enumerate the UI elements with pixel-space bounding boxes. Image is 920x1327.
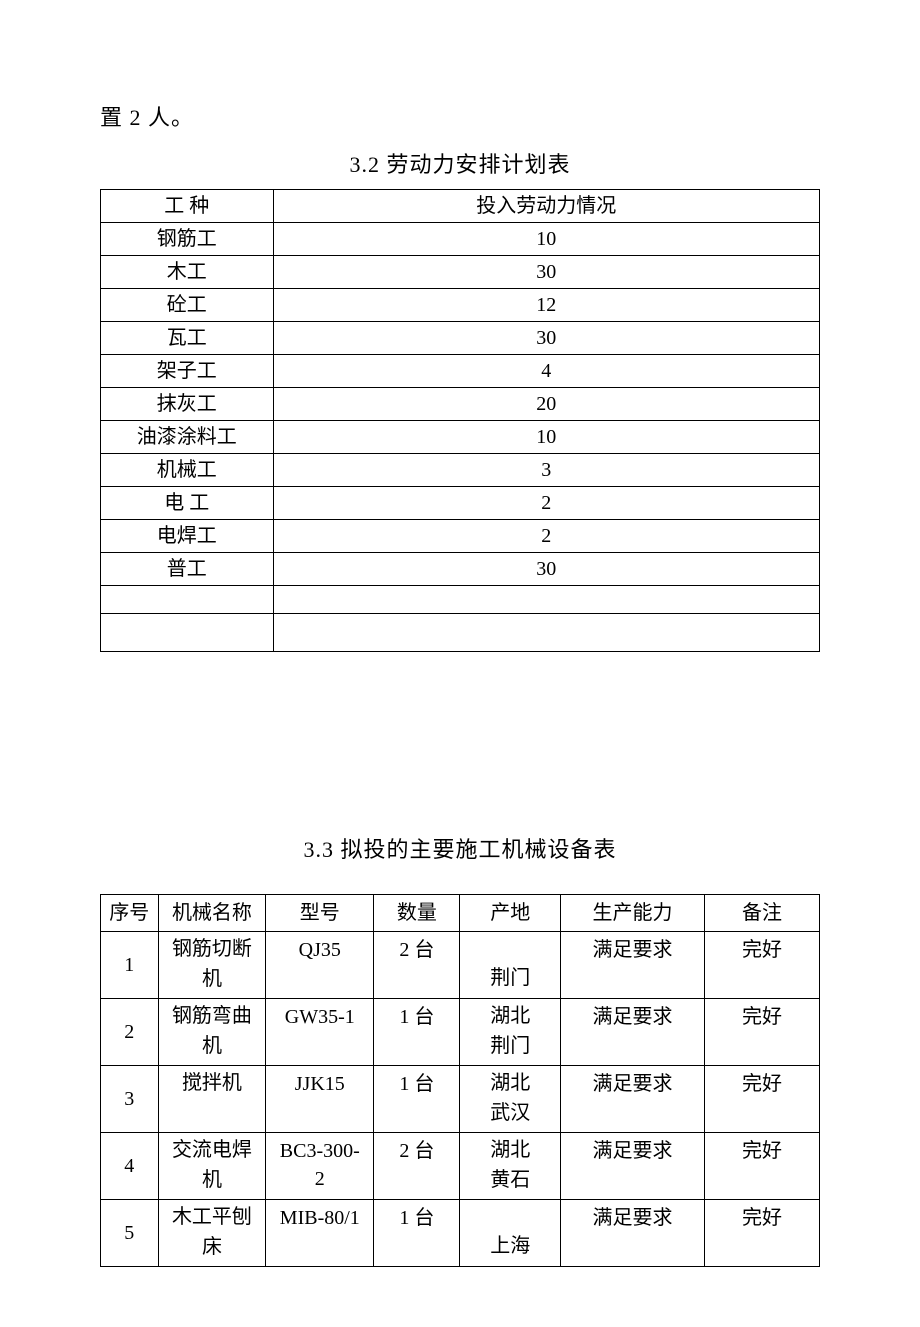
table2-origin: 湖北黄石 — [460, 1133, 561, 1200]
table1-cell: 砼工 — [101, 289, 274, 322]
table1-cell: 20 — [273, 388, 819, 421]
table2-header-cell: 备注 — [704, 895, 819, 932]
table1-cell: 普工 — [101, 553, 274, 586]
table1-title: 3.2 劳动力安排计划表 — [100, 147, 820, 179]
table1-header-cell: 投入劳动力情况 — [273, 190, 819, 223]
table2-qty: 1 台 — [374, 1200, 460, 1267]
table2-machine-name: 交流电焊机 — [158, 1133, 266, 1200]
table2-seq: 2 — [101, 999, 159, 1066]
table2-machine-name: 钢筋弯曲机 — [158, 999, 266, 1066]
table2-capacity: 满足要求 — [561, 999, 705, 1066]
table2-header-cell: 机械名称 — [158, 895, 266, 932]
table2-model: BC3-300-2 — [266, 1133, 374, 1200]
table2-header-cell: 数量 — [374, 895, 460, 932]
table2-header-cell: 型号 — [266, 895, 374, 932]
table2-machine-name: 木工平刨床 — [158, 1200, 266, 1267]
table2-model: GW35-1 — [266, 999, 374, 1066]
table1-cell — [273, 586, 819, 614]
table1-cell: 2 — [273, 520, 819, 553]
table2-seq: 5 — [101, 1200, 159, 1267]
table2-origin: 湖北荆门 — [460, 999, 561, 1066]
table2-seq: 3 — [101, 1066, 159, 1133]
table2-qty: 2 台 — [374, 1133, 460, 1200]
table1-cell: 3 — [273, 454, 819, 487]
table1-cell: 架子工 — [101, 355, 274, 388]
equipment-table: 序号机械名称型号数量产地生产能力备注 1钢筋切断机QJ352 台荆门满足要求完好… — [100, 894, 820, 1267]
table2-seq: 1 — [101, 932, 159, 999]
table1-cell: 30 — [273, 553, 819, 586]
table2-title: 3.3 拟投的主要施工机械设备表 — [100, 832, 820, 864]
table1-cell: 油漆涂料工 — [101, 421, 274, 454]
table1-cell — [101, 614, 274, 652]
table1-cell: 4 — [273, 355, 819, 388]
table1-cell: 瓦工 — [101, 322, 274, 355]
table2-remark: 完好 — [704, 1133, 819, 1200]
table2-remark: 完好 — [704, 932, 819, 999]
table1-cell: 10 — [273, 223, 819, 256]
table2-header-cell: 生产能力 — [561, 895, 705, 932]
table2-model: MIB-80/1 — [266, 1200, 374, 1267]
table1-header-cell: 工 种 — [101, 190, 274, 223]
table2-model: QJ35 — [266, 932, 374, 999]
table2-machine-name: 搅拌机 — [158, 1066, 266, 1133]
table1-cell: 12 — [273, 289, 819, 322]
table1-cell: 30 — [273, 322, 819, 355]
table1-cell: 10 — [273, 421, 819, 454]
table2-seq: 4 — [101, 1133, 159, 1200]
table2-capacity: 满足要求 — [561, 1133, 705, 1200]
table1-cell: 电焊工 — [101, 520, 274, 553]
table2-header-cell: 序号 — [101, 895, 159, 932]
table1-cell: 机械工 — [101, 454, 274, 487]
table1-cell: 钢筋工 — [101, 223, 274, 256]
table1-cell: 电 工 — [101, 487, 274, 520]
table2-origin: 荆门 — [460, 932, 561, 999]
table2-remark: 完好 — [704, 1200, 819, 1267]
table2-machine-name: 钢筋切断机 — [158, 932, 266, 999]
table1-cell: 2 — [273, 487, 819, 520]
table2-header-cell: 产地 — [460, 895, 561, 932]
table2-remark: 完好 — [704, 999, 819, 1066]
labor-plan-table: 工 种投入劳动力情况钢筋工10木工30砼工12瓦工30架子工4抹灰工20油漆涂料… — [100, 189, 820, 652]
table2-remark: 完好 — [704, 1066, 819, 1133]
table2-model: JJK15 — [266, 1066, 374, 1133]
table1-cell — [273, 614, 819, 652]
table1-cell — [101, 586, 274, 614]
table2-qty: 2 台 — [374, 932, 460, 999]
table1-cell: 抹灰工 — [101, 388, 274, 421]
table1-cell: 30 — [273, 256, 819, 289]
table2-origin: 上海 — [460, 1200, 561, 1267]
table2-capacity: 满足要求 — [561, 1200, 705, 1267]
table2-capacity: 满足要求 — [561, 932, 705, 999]
table2-capacity: 满足要求 — [561, 1066, 705, 1133]
table2-qty: 1 台 — [374, 999, 460, 1066]
table2-qty: 1 台 — [374, 1066, 460, 1133]
intro-text: 置 2 人。 — [100, 100, 820, 132]
table1-cell: 木工 — [101, 256, 274, 289]
table2-origin: 湖北武汉 — [460, 1066, 561, 1133]
